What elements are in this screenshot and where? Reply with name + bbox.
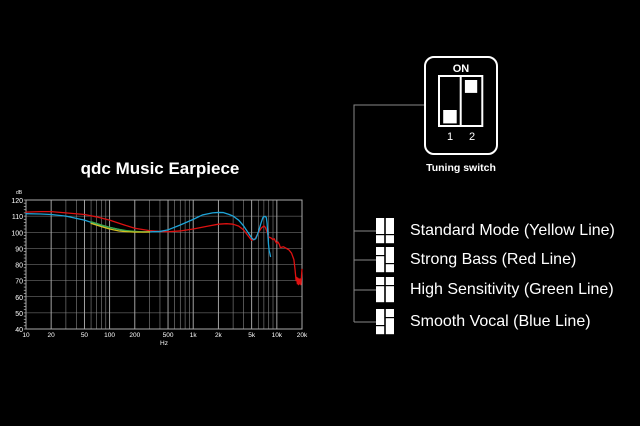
svg-text:1: 1	[447, 131, 453, 143]
svg-text:Tuning switch: Tuning switch	[426, 162, 496, 174]
svg-text:ON: ON	[453, 63, 470, 75]
svg-text:2: 2	[469, 131, 475, 143]
